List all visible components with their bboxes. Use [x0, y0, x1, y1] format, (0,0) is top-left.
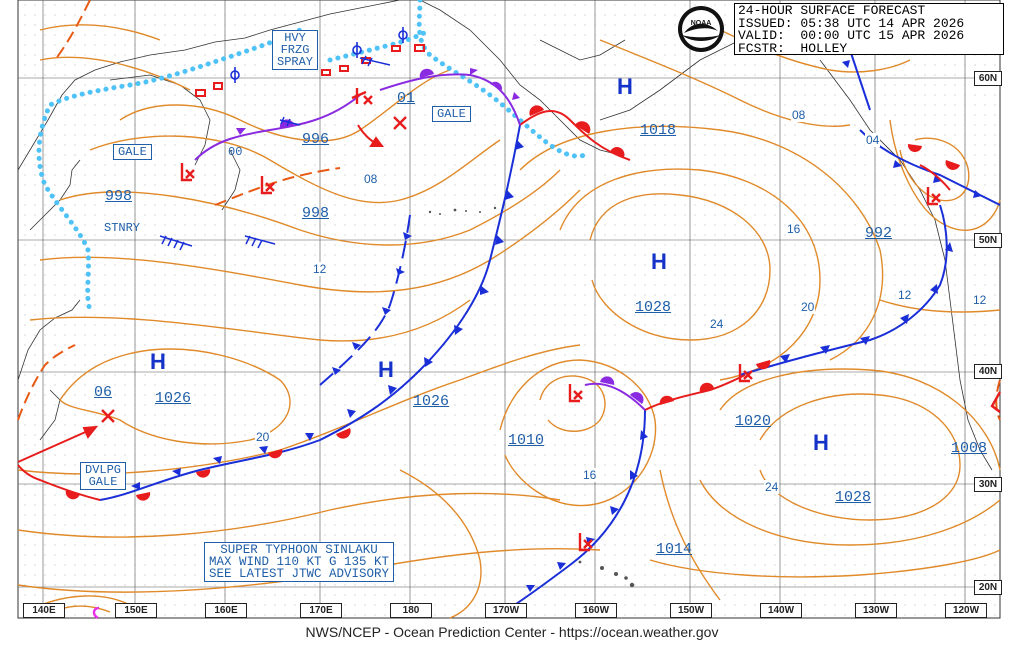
header-line-4: FCSTR: HOLLEY [738, 40, 848, 56]
isobar-label-24-central: 24 [709, 317, 725, 331]
pressure-1018: 1018 [640, 122, 677, 139]
pressure-1028-east: 1028 [835, 489, 872, 506]
troughs [17, 0, 1001, 421]
pressure-1010: 1010 [508, 432, 545, 449]
pressure-1014: 1014 [656, 541, 693, 558]
isobar-label-08-west: 08 [363, 172, 379, 186]
occluded-fronts [194, 73, 646, 411]
pressure-998-west: 998 [105, 188, 133, 205]
high-center-west: H [150, 349, 166, 374]
typhoon-line-2: MAX WIND 110 KT G 135 KT [209, 555, 390, 569]
spray-symbols [230, 27, 408, 83]
lon-label-150e: 150E [115, 603, 157, 618]
hvy-frzg-line-2: FRZG [280, 43, 310, 57]
logo-text: NOAA [691, 20, 712, 27]
occluded-pips [236, 68, 644, 404]
forecast-header: 24-HOUR SURFACE FORECAST ISSUED: 05:38 U… [734, 3, 1004, 55]
pressure-1020: 1020 [735, 413, 772, 430]
typhoon-symbol [92, 606, 100, 620]
lon-label-130w: 130W [855, 603, 897, 618]
typhoon-advisory-box: SUPER TYPHOON SINLAKU MAX WIND 110 KT G … [204, 542, 395, 582]
pressure-06: 06 [94, 384, 113, 401]
lon-label-170w: 170W [485, 603, 527, 618]
graticule [18, 0, 1000, 618]
header-line-2: ISSUED: 05:38 UTC 14 APR 2026 [738, 15, 965, 31]
developing-gale-box: DVLPG GALE [80, 462, 127, 490]
lon-label-120w: 120W [945, 603, 987, 618]
typhoon-line-1: SUPER TYPHOON SINLAKU [220, 543, 378, 557]
pressure-00: 00 [228, 145, 243, 159]
hvy-frzg-spray-box: HVY FRZG SPRAY [272, 30, 319, 70]
pressure-998-east: 998 [302, 205, 330, 222]
isobar-label-20-west: 20 [255, 430, 271, 444]
pressure-01: 01 [397, 90, 416, 107]
lon-label-140w: 140W [760, 603, 802, 618]
gale-arrows [17, 124, 384, 463]
lat-label-20n: 20N [974, 580, 1002, 595]
isobar-label-20-east: 20 [800, 300, 816, 314]
header-line-3: VALID: 00:00 UTC 15 APR 2026 [738, 28, 965, 43]
dvlpg-line-2: GALE [88, 475, 118, 489]
isobar-label-04: 04 [865, 133, 881, 147]
isobar-label-12-east: 12 [897, 288, 913, 302]
pressure-1026-dateline: 1026 [413, 393, 450, 410]
gale-box-west: GALE [113, 144, 152, 160]
lat-label-40n: 40N [974, 364, 1002, 379]
lon-label-170e: 170E [300, 603, 342, 618]
noaa-logo: NOAA [678, 6, 724, 52]
isobar-label-12-coast: 12 [972, 293, 988, 307]
warm-front-bumps [65, 105, 960, 501]
hvy-frzg-line-3: SPRAY [277, 55, 314, 69]
isobar-label-12-west: 12 [312, 262, 328, 276]
high-center-east: H [813, 430, 829, 455]
lat-label-60n: 60N [974, 71, 1002, 86]
footer-credit: NWS/NCEP - Ocean Prediction Center - htt… [305, 624, 719, 640]
lon-label-140e: 140E [23, 603, 65, 618]
stationary-label: STNRY [104, 221, 141, 235]
cold-front-pips [131, 60, 982, 592]
header-line-1: 24-HOUR SURFACE FORECAST [738, 3, 926, 18]
isobars [17, 19, 1001, 619]
high-center-mid: H [651, 249, 667, 274]
lon-label-150w: 150W [670, 603, 712, 618]
lon-label-160e: 160E [205, 603, 247, 618]
freezing-spray [195, 44, 425, 97]
lon-label-180: 180 [390, 603, 432, 618]
low-markers [101, 88, 1002, 552]
isobar-label-08-east: 08 [791, 108, 807, 122]
dvlpg-line-1: DVLPG [85, 463, 122, 477]
pressure-992: 992 [865, 225, 893, 242]
pressure-1008: 1008 [951, 440, 988, 457]
lat-label-50n: 50N [974, 233, 1002, 248]
high-center-dateline: H [378, 357, 394, 382]
pressure-1028-mid: 1028 [635, 299, 672, 316]
pressure-1026-west: 1026 [155, 390, 192, 407]
typhoon-line-3: SEE LATEST JTWC ADVISORY [209, 567, 390, 581]
hvy-frzg-line-1: HVY [284, 31, 306, 45]
isobar-label-16-east: 16 [786, 222, 802, 236]
pressure-996: 996 [302, 131, 330, 148]
lat-label-30n: 30N [974, 477, 1002, 492]
wind-barbs [159, 55, 391, 251]
lon-label-160w: 160W [575, 603, 617, 618]
isobar-label-16-central: 16 [582, 468, 598, 482]
isobar-label-24-east: 24 [764, 480, 780, 494]
gale-box-north: GALE [432, 106, 471, 122]
high-center-gulf: H [617, 74, 633, 99]
islands [428, 206, 635, 588]
